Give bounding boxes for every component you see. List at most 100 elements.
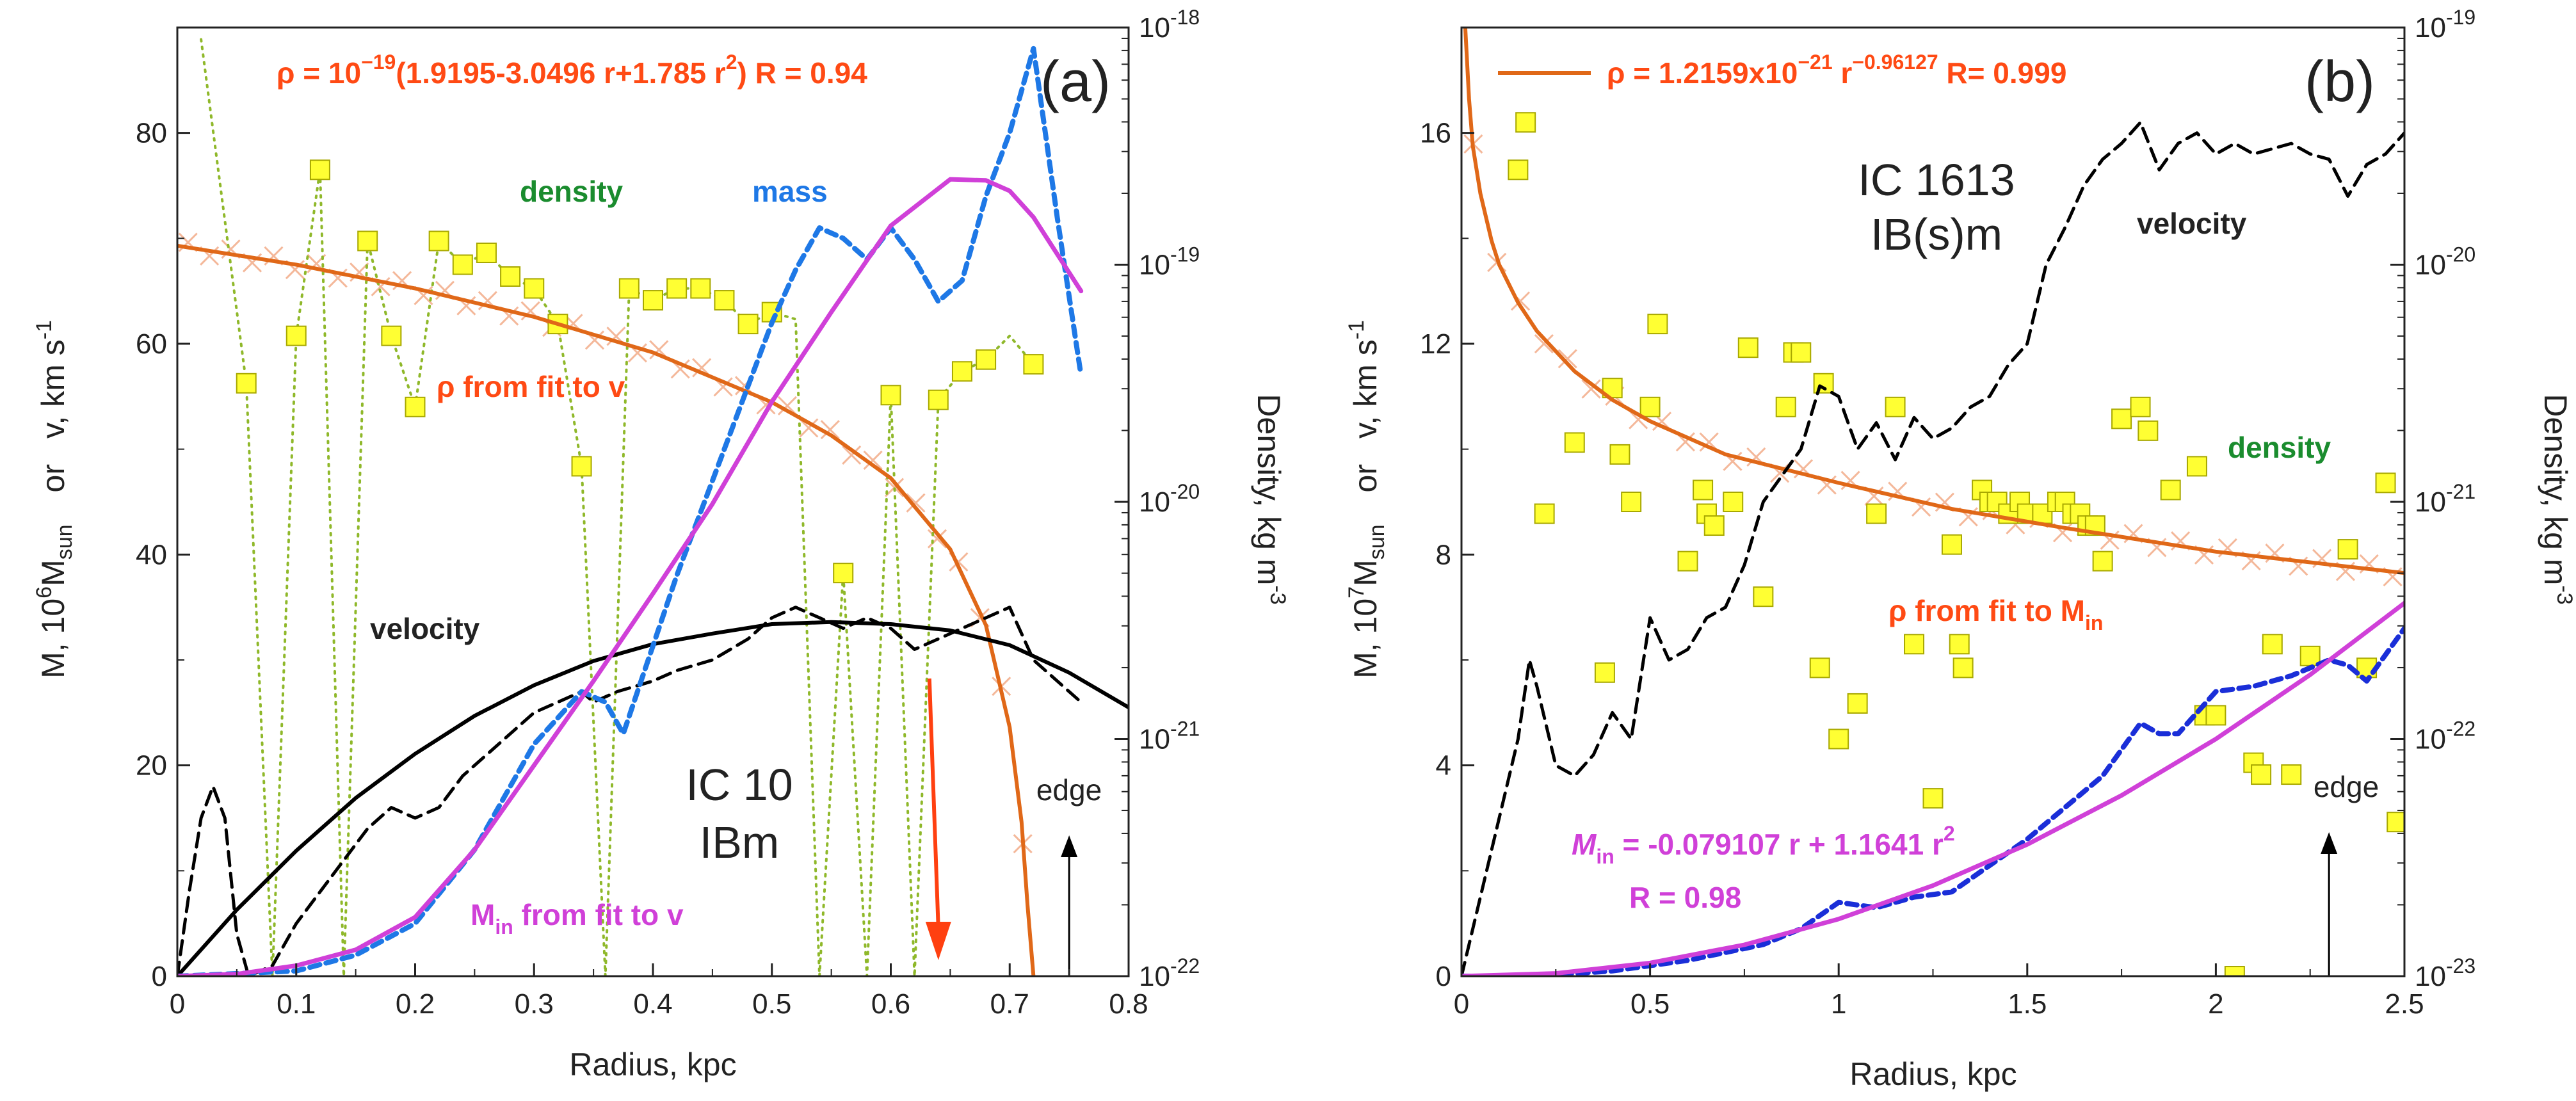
y2-tick-label: 10-21 bbox=[2415, 480, 2475, 518]
density-marker bbox=[2130, 396, 2151, 417]
rho-cross-marker bbox=[906, 493, 926, 513]
x-tick-label: 0.7 bbox=[990, 988, 1029, 1020]
x-tick-label: 0 bbox=[1454, 988, 1469, 1020]
panel-b-label: (b) bbox=[2305, 50, 2375, 114]
density-marker bbox=[500, 266, 521, 287]
red-arrow-line bbox=[927, 678, 940, 929]
x-tick-label: 0.5 bbox=[752, 988, 791, 1020]
y2-tick-label: 10-20 bbox=[2415, 243, 2475, 281]
y2-tick-label: 10-22 bbox=[1139, 954, 1200, 992]
density-marker bbox=[1023, 354, 1044, 375]
rho-cross-marker bbox=[1558, 349, 1577, 369]
density-marker bbox=[2186, 456, 2207, 477]
x-tick-label: 0.5 bbox=[1630, 988, 1670, 1020]
y-tick-label: 4 bbox=[1436, 750, 1451, 782]
x-tick-label: 1.5 bbox=[2008, 988, 2047, 1020]
density-marker bbox=[452, 254, 473, 275]
density-marker bbox=[286, 325, 307, 346]
panel-a-xlabel: Radius, kpc bbox=[569, 1047, 736, 1082]
series-rho-from-fit-to-v bbox=[177, 243, 1036, 976]
density-marker bbox=[618, 278, 640, 299]
x-tick-label: 2 bbox=[2208, 988, 2223, 1020]
x-tick-label: 0.3 bbox=[515, 988, 554, 1020]
y-tick-label: 0 bbox=[1436, 961, 1451, 992]
panel-b-edge-label: edge bbox=[2314, 770, 2379, 803]
density-marker bbox=[2337, 539, 2358, 560]
density-marker bbox=[1791, 342, 1812, 363]
panel-a-label: (a) bbox=[1040, 50, 1111, 114]
density-marker bbox=[1621, 492, 1642, 512]
panel-b-ylabel: M, 107Msunorv, km s-1 bbox=[1344, 320, 1389, 679]
density-marker bbox=[1813, 373, 1834, 394]
plot-area-a bbox=[177, 38, 1129, 976]
rho-cross-marker bbox=[820, 420, 840, 440]
density-marker bbox=[1609, 444, 1630, 465]
density-marker bbox=[2205, 705, 2226, 726]
density-marker bbox=[476, 242, 497, 263]
panel-b-min-formula: Min = -0.079107 r + 1.1641 r2 bbox=[1572, 822, 1955, 868]
panel-a-edge-label: edge bbox=[1036, 773, 1102, 807]
x-tick-label: 0.4 bbox=[633, 988, 672, 1020]
density-marker bbox=[1941, 534, 1962, 555]
y2-tick-label: 10-18 bbox=[1139, 6, 1200, 44]
y2-tick-label: 10-19 bbox=[1139, 243, 1200, 281]
density-marker bbox=[928, 389, 949, 410]
panel-b-y2label: Density, kg m-3 bbox=[2538, 394, 2576, 604]
density-marker bbox=[381, 325, 402, 346]
density-marker bbox=[2111, 408, 2132, 430]
panel-b-density-label: density bbox=[2228, 431, 2331, 464]
panel-a-ylabel: M, 106Msunorv, km s-1 bbox=[32, 320, 77, 679]
density-marker bbox=[571, 456, 592, 477]
rho-cross-marker bbox=[777, 396, 797, 415]
y-tick-label: 20 bbox=[136, 750, 167, 782]
density-marker bbox=[357, 230, 378, 252]
density-marker bbox=[1737, 337, 1759, 358]
x-tick-label: 2.5 bbox=[2385, 988, 2424, 1020]
x-tick-label: 0.1 bbox=[277, 988, 316, 1020]
rho-cross-marker bbox=[799, 418, 819, 438]
x-tick-label: 0.8 bbox=[1109, 988, 1148, 1020]
density-marker bbox=[1639, 396, 1661, 417]
density-marker bbox=[428, 230, 449, 252]
density-marker bbox=[2262, 634, 2283, 655]
panel-b-xlabel: Radius, kpc bbox=[1849, 1056, 2017, 1092]
density-marker bbox=[1809, 657, 1830, 679]
density-marker bbox=[1693, 479, 1714, 501]
series-mass bbox=[177, 45, 1084, 976]
density-marker bbox=[2387, 812, 2404, 833]
rho-cross-marker bbox=[1534, 334, 1554, 354]
density-marker bbox=[690, 278, 711, 299]
density-marker bbox=[1952, 657, 1974, 679]
density-marker bbox=[2160, 479, 2181, 501]
density-marker bbox=[1703, 515, 1725, 536]
panel-b: 0 0.5 1 1.5 2 2.5 0 4 8 12 16 10-23 10-22 10-21 10-20 1… bbox=[1344, 6, 2576, 1092]
density-marker bbox=[1847, 693, 1868, 714]
y2-tick-label: 10-23 bbox=[2415, 954, 2475, 992]
x-tick-label: 0.6 bbox=[871, 988, 910, 1020]
density-marker bbox=[1885, 396, 1906, 417]
density-marker bbox=[643, 290, 663, 311]
plot-area-b bbox=[1461, 28, 2404, 976]
density-marker bbox=[1753, 586, 1774, 607]
panel-a-min-label: Min from fit to v bbox=[471, 898, 684, 938]
panel-a-mass-label: mass bbox=[752, 175, 828, 208]
series-velocity bbox=[1461, 120, 2404, 976]
panel-a: 0 0.1 0.2 0.3 0.4 0.5 0.6 0.7 0.8 0 20 40 60 80 10-22 1… bbox=[32, 6, 1290, 1082]
density-marker bbox=[1594, 662, 1615, 683]
series-rho-from-fit-to-m-in bbox=[1463, 28, 2404, 575]
rho-cross-marker bbox=[863, 450, 883, 470]
panel-b-title: IC 1613 bbox=[1858, 155, 2015, 205]
density-marker bbox=[2299, 645, 2321, 666]
density-marker bbox=[833, 563, 854, 584]
panel-a-velocity-label: velocity bbox=[370, 612, 480, 645]
y2-tick-label: 10-19 bbox=[2415, 6, 2475, 44]
density-marker bbox=[2281, 764, 2302, 785]
panel-b-ticks: 0 0.5 1 1.5 2 2.5 0 4 8 12 16 10-23 10-22 10-21 10-20 1… bbox=[1420, 6, 2475, 1020]
panel-b-rho-label: ρ from fit to Min bbox=[1888, 594, 2103, 634]
density-marker bbox=[1775, 396, 1796, 417]
x-tick-label: 1 bbox=[1831, 988, 1846, 1020]
density-marker bbox=[880, 385, 901, 406]
x-tick-label: 0.2 bbox=[396, 988, 435, 1020]
series-m-in-from-fit-to-v bbox=[177, 177, 1084, 976]
